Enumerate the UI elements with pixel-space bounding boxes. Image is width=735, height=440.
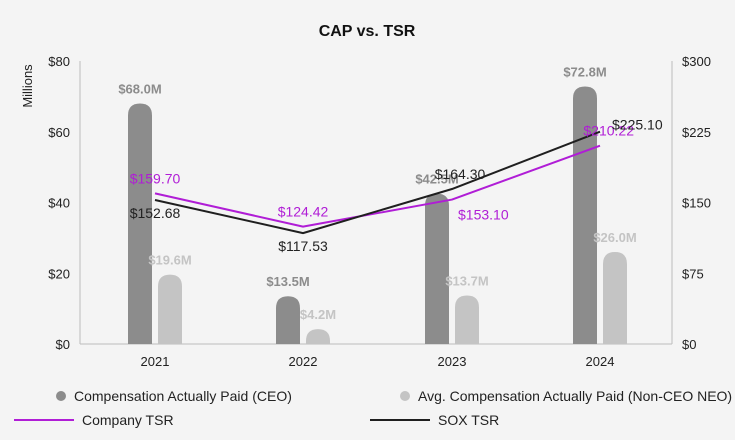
x-tick-label: 2021 bbox=[141, 354, 170, 369]
chart-svg: CAP vs. TSR Millions $0 $20 $40 $60 $80 $0 $75… bbox=[20, 23, 711, 369]
bar-data-label-avg-compensation-actually-paid-non-ceo-neo: $4.2M bbox=[300, 307, 336, 322]
chart-title: CAP vs. TSR bbox=[319, 23, 416, 40]
line-sox-tsr bbox=[154, 130, 601, 235]
y-left-tick-label: $60 bbox=[48, 125, 70, 140]
y-right-tick-label: $225 bbox=[682, 125, 711, 140]
line-data-label-company-tsr: $124.42 bbox=[278, 204, 329, 220]
bar-data-label-avg-compensation-actually-paid-non-ceo-neo: $13.7M bbox=[445, 274, 488, 289]
bar-compensation-actually-paid-ceo bbox=[425, 193, 449, 344]
bar-data-label-compensation-actually-paid-ceo: $68.0M bbox=[118, 81, 161, 96]
bar-data-label-compensation-actually-paid-ceo: $42.5M bbox=[415, 172, 458, 187]
bar-data-label-avg-compensation-actually-paid-non-ceo-neo: $26.0M bbox=[593, 230, 636, 245]
legend-item-company-tsr: Company TSR bbox=[14, 412, 174, 428]
bar-avg-compensation-actually-paid-non-ceo-neo bbox=[306, 329, 330, 344]
x-tick-label: 2024 bbox=[586, 354, 615, 369]
line-data-label-sox-tsr: $152.68 bbox=[130, 205, 181, 221]
x-tick-label: 2022 bbox=[289, 354, 318, 369]
y-right-tick-label: $300 bbox=[682, 54, 711, 69]
legend-item-ceo: Compensation Actually Paid (CEO) bbox=[56, 388, 292, 404]
x-tick-label: 2023 bbox=[438, 354, 467, 369]
y-left-tick-label: $20 bbox=[48, 266, 70, 281]
line-data-label-company-tsr: $210.22 bbox=[583, 123, 634, 139]
line-data-label-company-tsr: $153.10 bbox=[458, 207, 509, 223]
bar-compensation-actually-paid-ceo bbox=[573, 86, 597, 344]
legend-ceo-label: Compensation Actually Paid (CEO) bbox=[74, 388, 292, 404]
bar-compensation-actually-paid-ceo bbox=[128, 103, 152, 344]
bar-data-label-avg-compensation-actually-paid-non-ceo-neo: $19.6M bbox=[148, 253, 191, 268]
y-right-tick-label: $75 bbox=[682, 266, 704, 281]
y-left-tick-label: $40 bbox=[48, 196, 70, 211]
line-data-label-sox-tsr: $225.10 bbox=[612, 117, 663, 133]
y-left-tick-label: $80 bbox=[48, 54, 70, 69]
y-left-tick-label: $0 bbox=[56, 337, 70, 352]
bar-compensation-actually-paid-ceo bbox=[276, 296, 300, 344]
line-data-label-sox-tsr: $117.53 bbox=[278, 238, 328, 254]
legend-company-tsr-label: Company TSR bbox=[82, 412, 174, 428]
line-data-label-company-tsr: $159.70 bbox=[130, 170, 181, 186]
legend-item-sox-tsr: SOX TSR bbox=[370, 412, 499, 428]
bar-avg-compensation-actually-paid-non-ceo-neo bbox=[158, 274, 182, 344]
line-company-tsr bbox=[154, 144, 601, 228]
legend: Compensation Actually Paid (CEO) Avg. Co… bbox=[0, 384, 735, 440]
y-axis-left-label: Millions bbox=[20, 64, 35, 108]
legend-company-tsr-marker bbox=[14, 419, 74, 421]
bar-avg-compensation-actually-paid-non-ceo-neo bbox=[455, 295, 479, 344]
bar-avg-compensation-actually-paid-non-ceo-neo bbox=[603, 252, 627, 344]
y-right-tick-label: $0 bbox=[682, 337, 696, 352]
line-data-label-sox-tsr: $164.30 bbox=[435, 166, 486, 182]
legend-neo-marker bbox=[400, 391, 410, 401]
y-right-tick-label: $150 bbox=[682, 196, 711, 211]
legend-item-neo: Avg. Compensation Actually Paid (Non-CEO… bbox=[400, 388, 732, 404]
bar-data-label-compensation-actually-paid-ceo: $13.5M bbox=[266, 274, 309, 289]
legend-sox-tsr-label: SOX TSR bbox=[438, 412, 500, 428]
legend-sox-tsr-marker bbox=[370, 419, 430, 421]
legend-ceo-marker bbox=[56, 391, 66, 401]
legend-neo-label: Avg. Compensation Actually Paid (Non-CEO… bbox=[418, 388, 733, 404]
bar-data-label-compensation-actually-paid-ceo: $72.8M bbox=[563, 64, 606, 79]
